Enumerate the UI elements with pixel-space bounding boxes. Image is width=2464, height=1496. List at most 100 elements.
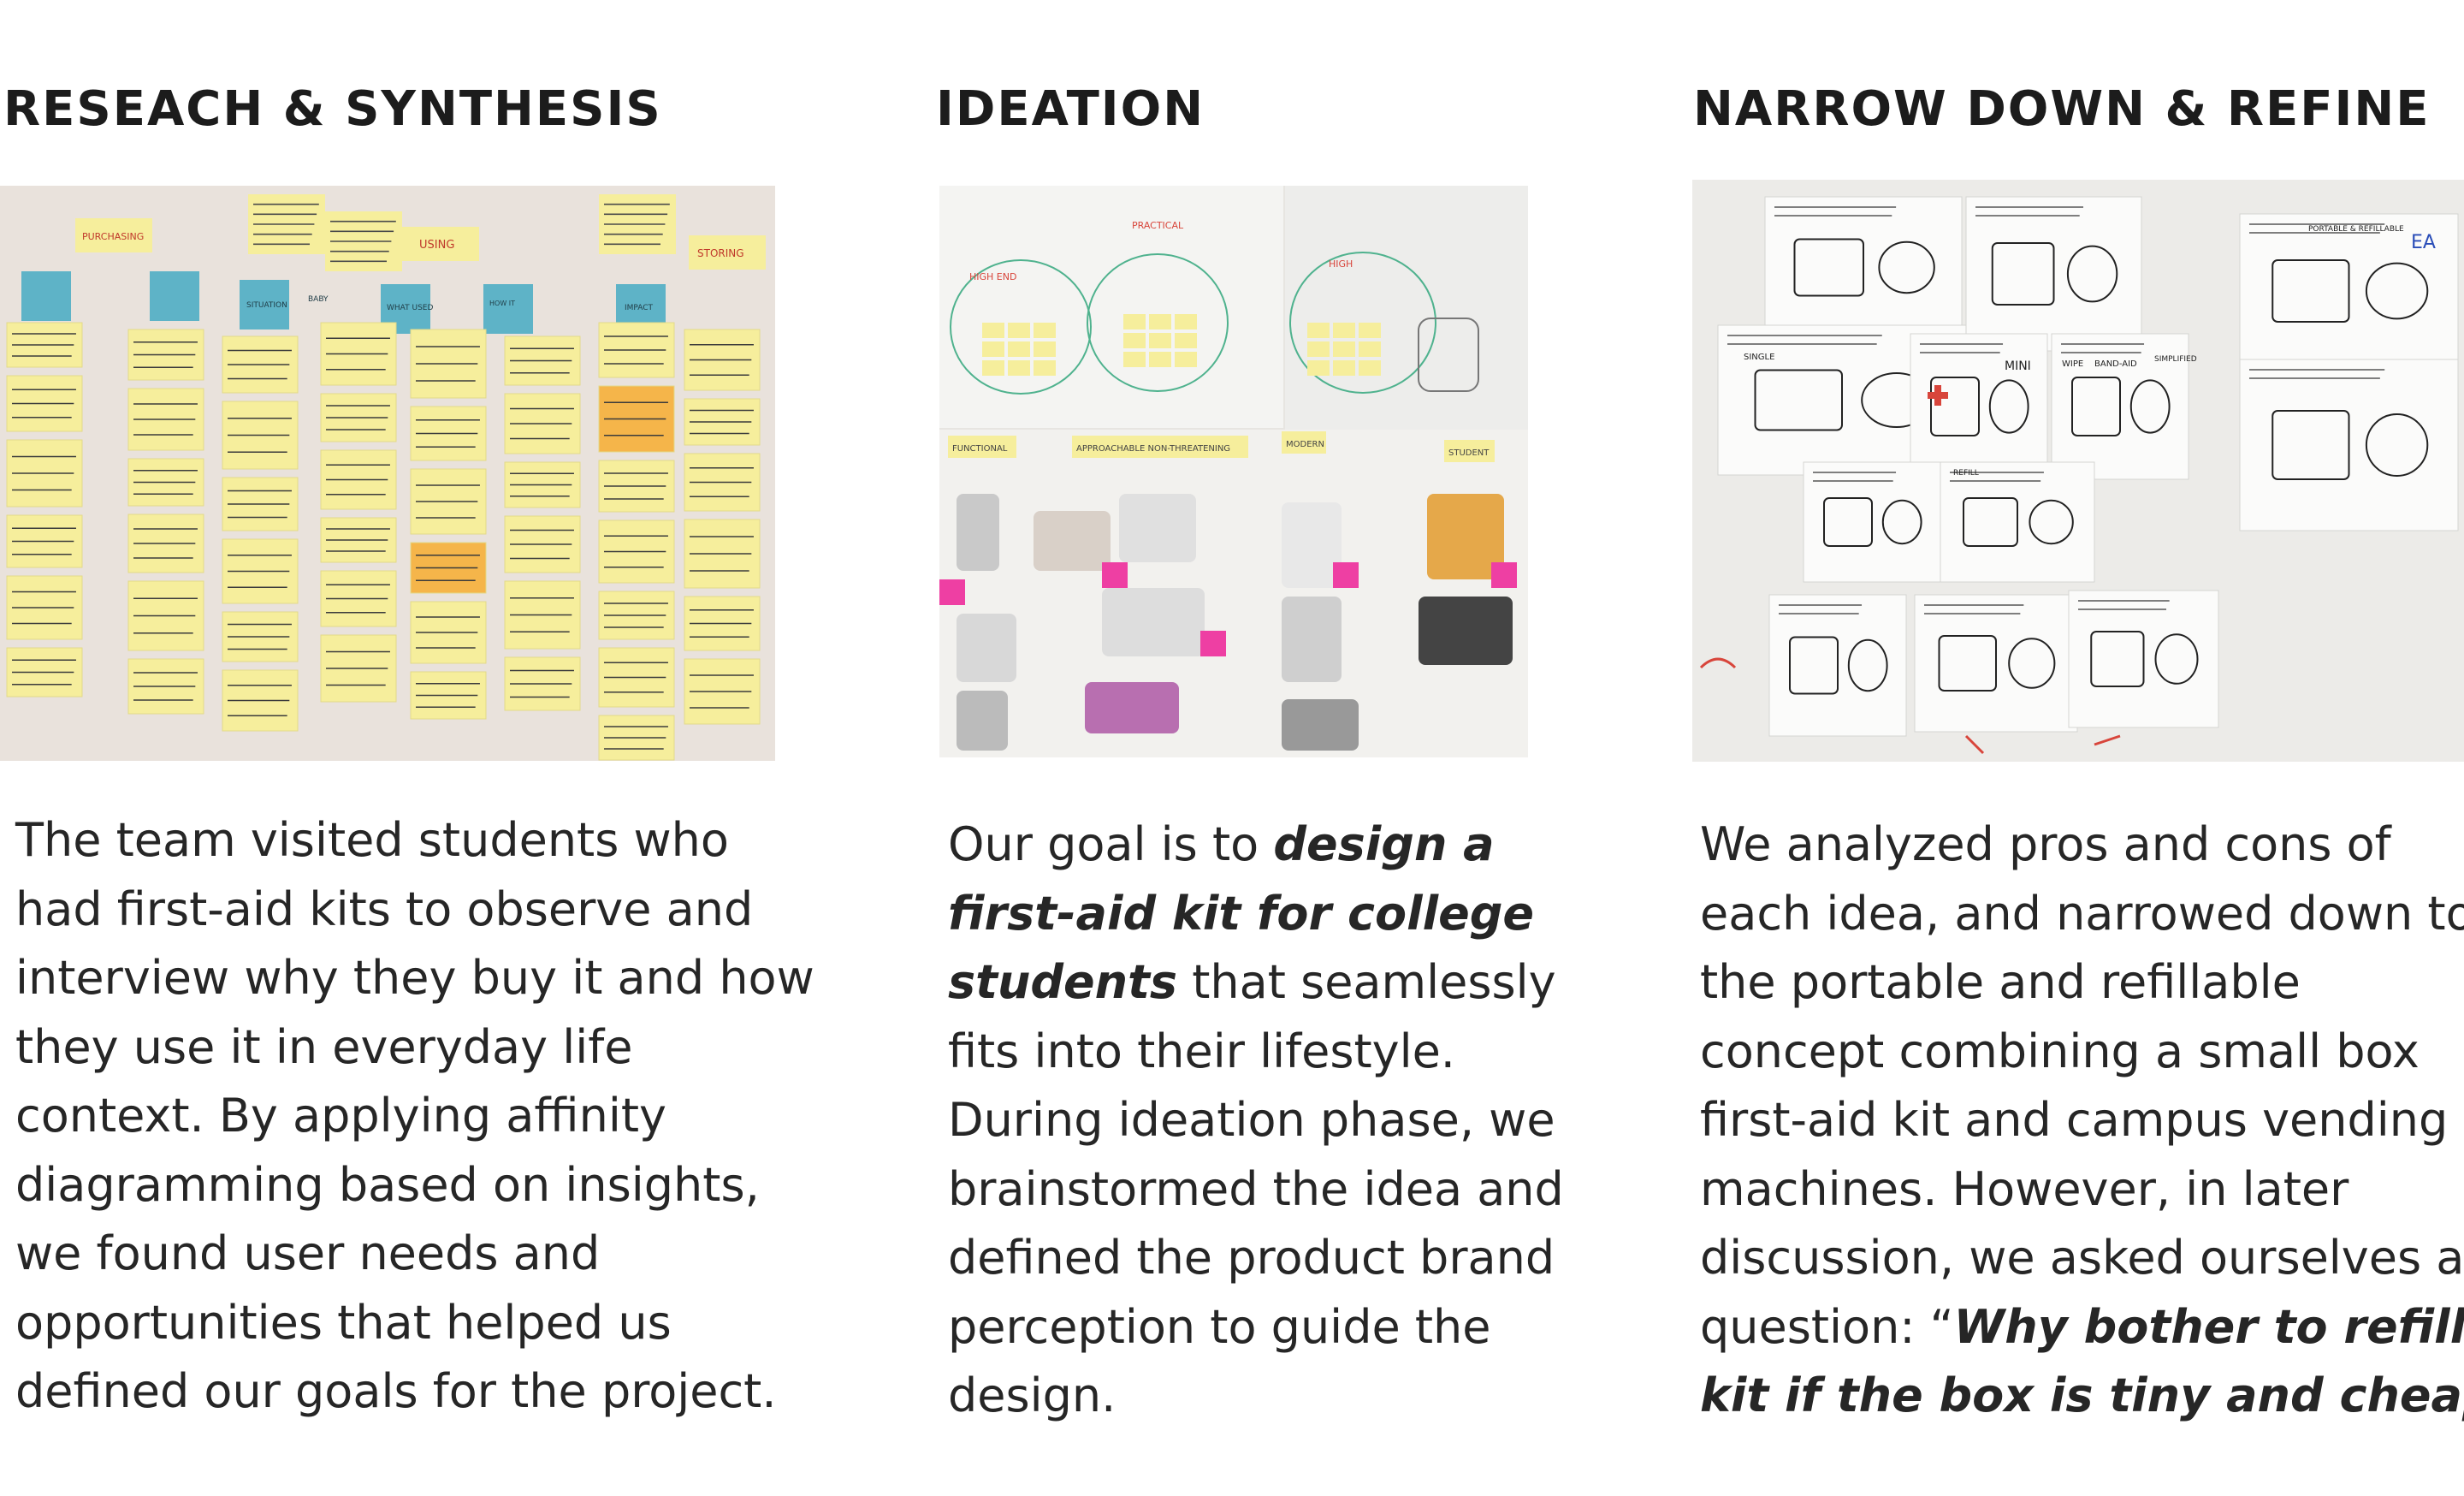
sticky-label bbox=[1072, 436, 1248, 458]
product-photo bbox=[1282, 699, 1359, 751]
ideation-heading: IDEATION bbox=[936, 81, 1205, 137]
sticky-note bbox=[1307, 341, 1330, 357]
product-photo bbox=[957, 494, 999, 571]
photo-label: HIGH END bbox=[969, 271, 1016, 282]
sticky-note bbox=[1333, 360, 1355, 376]
mood-board bbox=[939, 430, 1528, 757]
sticky-note-pink bbox=[1200, 631, 1226, 656]
product-photo bbox=[1282, 597, 1342, 682]
whiteboard-right bbox=[1285, 186, 1528, 442]
whiteboard-left bbox=[939, 186, 1283, 428]
text-line: machines. However, in later bbox=[1700, 1161, 2349, 1216]
emphasis-text: design a bbox=[1273, 817, 1495, 871]
photo-label: PURCHASING bbox=[82, 231, 144, 242]
text-line: perception to guide the bbox=[948, 1299, 1491, 1354]
sticky-label bbox=[948, 436, 1016, 458]
sticky-note bbox=[1034, 323, 1056, 338]
text-line: The team visited students who bbox=[15, 813, 729, 867]
sticky-note-blue bbox=[483, 284, 533, 334]
ideation-photo: HIGH END PRACTICAL HIGH FUNCTIONAL APPROACHA… bbox=[939, 186, 1528, 757]
sketch-shape bbox=[2154, 633, 2199, 685]
sketch-shape bbox=[1881, 499, 1922, 545]
product-photo bbox=[1427, 494, 1504, 579]
sticky-note bbox=[1175, 314, 1197, 329]
sticky-note bbox=[75, 218, 152, 252]
sketch-shape bbox=[2008, 638, 2056, 689]
text-line: interview why they buy it and how bbox=[15, 951, 814, 1005]
sketch-shape bbox=[1878, 240, 1935, 294]
text-line: they use it in everyday life bbox=[15, 1019, 633, 1074]
photo-label: EA bbox=[2411, 232, 2436, 253]
text-line: defined our goals for the project. bbox=[15, 1364, 777, 1418]
sketch-shape bbox=[1963, 497, 2018, 547]
text-line: context. By applying affinity bbox=[15, 1089, 666, 1143]
sticky-note bbox=[1359, 323, 1381, 338]
sketch-shape bbox=[2090, 631, 2145, 687]
ideation-board-image: HIGH END PRACTICAL HIGH FUNCTIONAL APPROACHA… bbox=[939, 186, 1528, 757]
text-line: We analyzed pros and cons of bbox=[1700, 817, 2391, 871]
text-span: that seamlessly bbox=[1177, 955, 1556, 1009]
sticky-note bbox=[1359, 360, 1381, 376]
photo-label: USING bbox=[419, 239, 454, 252]
backpack-sketch bbox=[1418, 318, 1479, 392]
sticky-label bbox=[1444, 440, 1495, 462]
text-line: each idea, and narrowed down to bbox=[1700, 886, 2464, 941]
marker-circle bbox=[1289, 252, 1436, 394]
text-line: discussion, we asked ourselves a bbox=[1700, 1231, 2464, 1285]
sticky-note bbox=[1034, 341, 1056, 357]
sticky-note bbox=[1123, 352, 1146, 367]
sketch-shape bbox=[2129, 379, 2171, 434]
product-photo bbox=[1034, 511, 1111, 571]
product-photo bbox=[1282, 502, 1342, 588]
sticky-note bbox=[1175, 352, 1197, 367]
sticky-note bbox=[982, 360, 1004, 376]
sketch-shape bbox=[1938, 635, 1997, 692]
photo-label: STORING bbox=[697, 247, 744, 259]
red-cross bbox=[1934, 385, 1941, 406]
text-line: had first-aid kits to observe and bbox=[15, 882, 754, 936]
sticky-note-pink bbox=[1102, 562, 1128, 588]
sticky-note bbox=[1123, 333, 1146, 348]
text-line: students that seamlessly bbox=[948, 948, 1564, 1018]
photo-label: HIGH bbox=[1329, 258, 1353, 270]
sketch-shape bbox=[1930, 377, 1980, 436]
photo-label: PRACTICAL bbox=[1132, 220, 1184, 231]
text-line: diagramming based on insights, bbox=[15, 1157, 760, 1212]
sticky-note bbox=[1175, 333, 1197, 348]
sticky-note-pink bbox=[939, 579, 965, 605]
sticky-note bbox=[1008, 341, 1030, 357]
sticky-note bbox=[1008, 323, 1030, 338]
sticky-note-pink bbox=[1491, 562, 1517, 588]
text-line: During ideation phase, we bbox=[948, 1093, 1555, 1147]
sketch-shape bbox=[1793, 238, 1864, 297]
photo-label: APPROACHABLE NON-THREATENING bbox=[1076, 444, 1230, 454]
emphasis-text: Why bother to refill bbox=[1953, 1299, 2464, 1354]
sticky-note bbox=[1149, 352, 1171, 367]
sketch-shape bbox=[2365, 413, 2429, 477]
product-photo bbox=[957, 614, 1016, 682]
refine-photo: SINGLE MINI WIPE BAND-AID SIMPLIFIED PORTABLE… bbox=[1692, 180, 2464, 762]
ideation-paragraph: Our goal is to design a first-aid kit fo… bbox=[948, 810, 1564, 1431]
photo-label: IMPACT bbox=[625, 304, 654, 312]
sticky-note bbox=[982, 341, 1004, 357]
photo-label: HOW IT bbox=[489, 300, 515, 307]
sticky-note-blue bbox=[240, 280, 289, 329]
text-line: kit if the box is tiny and cheap?” bbox=[1700, 1362, 2464, 1431]
sticky-note bbox=[1149, 314, 1171, 329]
text-line: defined the product brand bbox=[948, 1231, 1555, 1285]
research-photo: PURCHASING USING STORING SITUATION BABY WHAT … bbox=[0, 186, 775, 761]
sticky-note bbox=[1123, 314, 1146, 329]
product-photo bbox=[1085, 682, 1179, 733]
sticky-note bbox=[1149, 333, 1171, 348]
marker-circle bbox=[950, 259, 1092, 395]
sketch-shape bbox=[2071, 377, 2121, 436]
photo-label: MINI bbox=[2005, 359, 2031, 373]
refine-paragraph: We analyzed pros and cons of each idea, … bbox=[1700, 810, 2464, 1431]
sticky-note bbox=[402, 227, 479, 261]
sketch-wall-image: SINGLE MINI WIPE BAND-AID SIMPLIFIED PORTABLE… bbox=[1692, 180, 2464, 762]
product-photo bbox=[1102, 588, 1205, 656]
sketch-shape bbox=[1847, 638, 1888, 692]
product-photo bbox=[1119, 494, 1196, 562]
sketch-shape bbox=[1789, 636, 1839, 695]
text-line: the portable and refillable bbox=[1700, 955, 2301, 1009]
